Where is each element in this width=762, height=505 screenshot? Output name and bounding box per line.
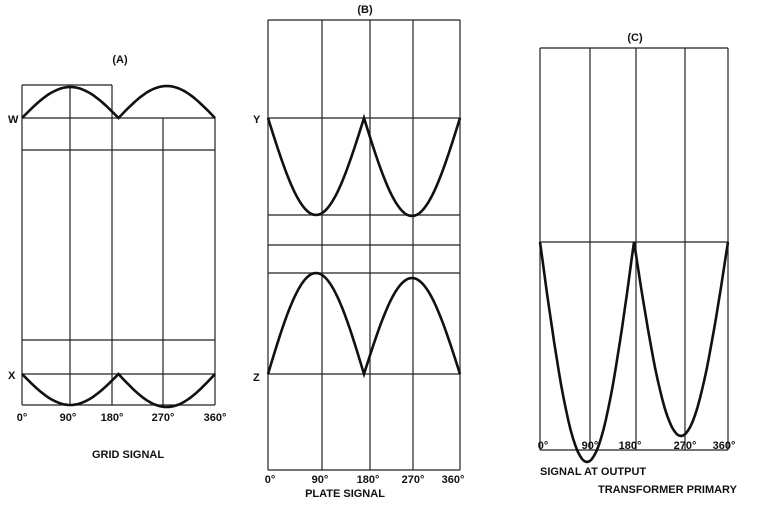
row-label: Y — [253, 114, 261, 126]
row-label: W — [8, 114, 19, 126]
panel-label: (A) — [112, 54, 128, 66]
grid-lines — [21, 19, 729, 471]
caption: TRANSFORMER PRIMARY — [598, 484, 738, 496]
waveforms — [21, 84, 730, 464]
row-label: X — [8, 370, 16, 382]
sine-wave — [538, 241, 730, 464]
degree-label: 90° — [312, 474, 329, 486]
caption: SIGNAL AT OUTPUT — [540, 466, 646, 478]
sine-wave — [266, 271, 462, 379]
degree-label: 360° — [204, 412, 227, 424]
degree-label: 90° — [582, 440, 599, 452]
degree-label: 180° — [101, 412, 124, 424]
degree-label: 270° — [402, 474, 425, 486]
degree-label: 0° — [538, 440, 549, 452]
row-label: Z — [253, 372, 260, 384]
degree-label: 90° — [60, 412, 77, 424]
degree-label: 0° — [265, 474, 276, 486]
sine-wave — [266, 113, 462, 218]
sine-wave — [21, 84, 216, 120]
degree-label: 360° — [713, 440, 736, 452]
sine-wave — [21, 372, 216, 409]
degree-label: 270° — [674, 440, 697, 452]
panel-label: (C) — [627, 32, 643, 44]
degree-label: 360° — [442, 474, 465, 486]
degree-label: 180° — [619, 440, 642, 452]
degree-label: 180° — [357, 474, 380, 486]
caption: PLATE SIGNAL — [305, 488, 385, 500]
degree-label: 270° — [152, 412, 175, 424]
caption: GRID SIGNAL — [92, 449, 164, 461]
degree-label: 0° — [17, 412, 28, 424]
panel-label: (B) — [357, 4, 373, 16]
